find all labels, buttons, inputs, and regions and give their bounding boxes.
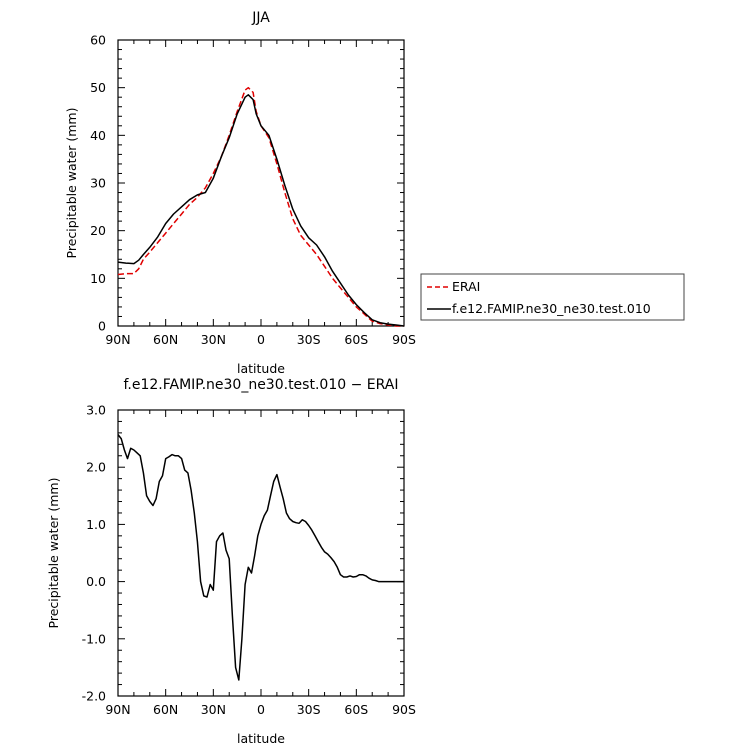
top-plot-x-tick-label: 60S — [344, 332, 368, 347]
bottom-plot-x-tick-label: 30N — [201, 702, 226, 717]
top-plot-y-tick-label: 0 — [98, 319, 106, 334]
bottom-plot-y-tick-label: 2.0 — [86, 460, 106, 475]
top-plot-y-tick-label: 20 — [90, 223, 106, 238]
top-plot-x-tick-label: 0 — [257, 332, 265, 347]
top-plot-frame — [117, 39, 405, 327]
legend: ERAI f.e12.FAMIP.ne30_ne30.test.010 — [420, 273, 685, 321]
top-plot-x-tick-label: 90N — [105, 332, 130, 347]
bottom-plot-x-tick-label: 30S — [297, 702, 321, 717]
legend-box — [420, 273, 685, 321]
bottom-plot-x-tick-label: 0 — [257, 702, 265, 717]
bottom-plot-y-tick-label: -1.0 — [82, 631, 106, 646]
bottom-plot-title: f.e12.FAMIP.ne30_ne30.test.010 − ERAI — [124, 377, 399, 393]
top-plot-y-tick-label: 40 — [90, 128, 106, 143]
top-plot-ylabel: Precipitable water (mm) — [64, 108, 79, 259]
bottom-plot-ylabel: Precipitable water (mm) — [46, 478, 61, 629]
top-plot-x-tick-label: 60N — [153, 332, 178, 347]
top-plot-xlabel: latitude — [237, 361, 285, 376]
bottom-plot-x-tick-label: 60N — [153, 702, 178, 717]
bottom-plot-series-line-0 — [117, 434, 404, 681]
top-plot-title: JJA — [251, 10, 270, 26]
top-plot-x-tick-label: 30N — [201, 332, 226, 347]
bottom-plot-frame — [117, 409, 405, 697]
legend-label-model: f.e12.FAMIP.ne30_ne30.test.010 — [452, 301, 651, 316]
bottom-plot-x-tick-label: 90N — [105, 702, 130, 717]
top-plot-x-tick-label: 90S — [392, 332, 416, 347]
top-plot-y-tick-label: 10 — [90, 271, 106, 286]
top-plot-y-tick-label: 60 — [90, 33, 106, 48]
top-plot-x-tick-label: 30S — [297, 332, 321, 347]
bottom-plot-y-tick-label: 1.0 — [86, 517, 106, 532]
bottom-plot-y-tick-label: 0.0 — [86, 574, 106, 589]
bottom-plot-xlabel: latitude — [237, 731, 285, 746]
top-plot: JJA latitude Precipitable water (mm) 90N… — [64, 10, 416, 376]
bottom-plot-y-tick-label: 3.0 — [86, 403, 106, 418]
top-plot-y-tick-label: 30 — [90, 176, 106, 191]
top-plot-series-line-0 — [117, 86, 404, 327]
bottom-plot-x-tick-label: 60S — [344, 702, 368, 717]
top-plot-y-tick-label: 50 — [90, 80, 106, 95]
top-plot-series-line-1 — [117, 94, 405, 327]
bottom-plot: f.e12.FAMIP.ne30_ne30.test.010 − ERAI la… — [46, 377, 416, 746]
bottom-plot-y-tick-label: -2.0 — [82, 689, 106, 704]
legend-label-erai: ERAI — [452, 279, 480, 294]
bottom-plot-x-tick-label: 90S — [392, 702, 416, 717]
